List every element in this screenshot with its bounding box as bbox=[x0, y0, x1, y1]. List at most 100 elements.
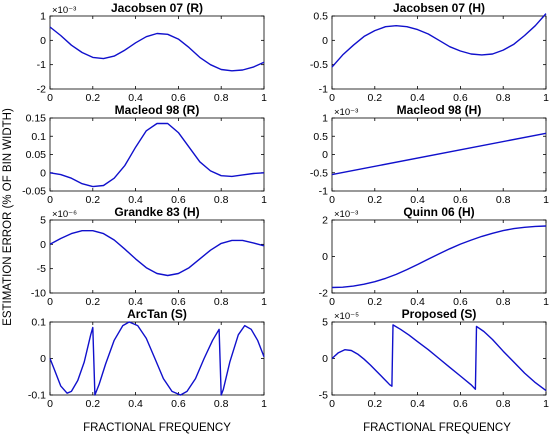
panel-1: Jacobsen 07 (R) ×10⁻³ -2 -1 0 1 0 0.2 0.4 0.6 0.8 1 bbox=[37, 1, 267, 104]
y-tick-label: -1 bbox=[319, 84, 328, 96]
x-tick-label: 0.6 bbox=[171, 398, 186, 410]
x-tick-label: 0.6 bbox=[171, 92, 186, 104]
y-tick-label: 0.5 bbox=[313, 131, 328, 143]
y-tick-label: 0.05 bbox=[26, 149, 47, 161]
panel-title: Macleod 98 (R) bbox=[115, 103, 200, 117]
x-tick-label: 0.4 bbox=[410, 194, 425, 206]
axes-box bbox=[49, 219, 265, 294]
x-tick-label: 0.2 bbox=[367, 92, 382, 104]
axes-box bbox=[331, 15, 547, 90]
series-line bbox=[331, 132, 547, 176]
series-line bbox=[49, 230, 265, 277]
x-tick-label: 0 bbox=[329, 398, 335, 410]
axes-box bbox=[49, 15, 265, 90]
x-tick-label: 1 bbox=[543, 92, 549, 104]
x-tick-label: 0.2 bbox=[85, 296, 100, 308]
y-tick-label: 0.1 bbox=[31, 317, 46, 329]
axis-multiplier: ×10⁻³ bbox=[334, 209, 358, 220]
y-tick-label: -0.5 bbox=[310, 167, 328, 179]
y-tick-label: -0.5 bbox=[310, 59, 328, 71]
x-tick-label: 0.8 bbox=[214, 194, 229, 206]
x-tick-label: 0.6 bbox=[171, 194, 186, 206]
axes-box bbox=[49, 117, 265, 192]
y-tick-label: -10 bbox=[31, 288, 46, 300]
x-tick-label: 0.4 bbox=[128, 194, 143, 206]
y-tick-label: 0 bbox=[322, 35, 328, 47]
x-tick-label: 0 bbox=[47, 296, 53, 308]
series-line bbox=[49, 26, 265, 72]
y-tick-label: 0.5 bbox=[313, 11, 328, 23]
y-tick-label: -5 bbox=[37, 263, 46, 275]
y-tick-label: 0 bbox=[40, 239, 46, 251]
x-tick-label: 1 bbox=[543, 296, 549, 308]
y-tick-label: -0.1 bbox=[28, 390, 46, 402]
panel-7: ArcTan (S)-0.100.10 0.2 0.4 0.6 0.8 1 bbox=[28, 307, 267, 410]
x-tick-label: 1 bbox=[543, 194, 549, 206]
x-tick-label: 0.6 bbox=[453, 296, 468, 308]
x-tick-label: 0.8 bbox=[496, 296, 511, 308]
panel-title: Proposed (S) bbox=[402, 307, 477, 321]
axis-multiplier: ×10⁻³ bbox=[52, 5, 76, 16]
y-tick-label: 2 bbox=[322, 215, 328, 227]
x-tick-label: 0 bbox=[47, 194, 53, 206]
y-tick-label: 5 bbox=[40, 215, 46, 227]
panel-title: ArcTan (S) bbox=[127, 307, 187, 321]
y-tick-label: 0 bbox=[40, 35, 46, 47]
x-tick-label: 0 bbox=[47, 398, 53, 410]
x-tick-label: 0.6 bbox=[453, 92, 468, 104]
x-tick-label: 0.8 bbox=[214, 296, 229, 308]
axis-multiplier: ×10⁻³ bbox=[334, 107, 358, 118]
x-tick-label: 0.4 bbox=[410, 296, 425, 308]
x-tick-label: 0 bbox=[329, 296, 335, 308]
x-tick-label: 0 bbox=[329, 92, 335, 104]
x-tick-label: 1 bbox=[261, 398, 267, 410]
x-tick-label: 0.8 bbox=[214, 398, 229, 410]
y-tick-label: -5 bbox=[319, 390, 328, 402]
series-line bbox=[331, 324, 547, 392]
x-tick-label: 0.2 bbox=[85, 398, 100, 410]
x-tick-label: 0.4 bbox=[410, 92, 425, 104]
panel-title: Quinn 06 (H) bbox=[403, 205, 474, 219]
panel-title: Macleod 98 (H) bbox=[397, 103, 482, 117]
y-tick-label: 0 bbox=[322, 353, 328, 365]
series-line bbox=[49, 122, 265, 188]
series-line bbox=[331, 13, 547, 68]
y-tick-label: 0 bbox=[322, 251, 328, 263]
y-tick-label: 0.1 bbox=[31, 131, 46, 143]
y-tick-label: 5 bbox=[322, 317, 328, 329]
y-tick-label: 0 bbox=[40, 167, 46, 179]
x-tick-label: 0.8 bbox=[496, 92, 511, 104]
panel-5: Grandke 83 (H) ×10⁻⁶ -10 -5 0 5 0 0.2 0.4 0.6 0.8 1 bbox=[31, 205, 267, 308]
x-tick-label: 0.2 bbox=[367, 398, 382, 410]
y-tick-label: -2 bbox=[37, 84, 46, 96]
x-tick-label: 0.2 bbox=[85, 92, 100, 104]
x-tick-label: 0 bbox=[47, 92, 53, 104]
y-axis-label: ESTIMATION ERROR (% OF BIN WIDTH) bbox=[2, 108, 14, 326]
series-line bbox=[331, 225, 547, 289]
panel-2: Jacobsen 07 (H) -1 -0.5 0 0.5 0 0.2 0.4 0.6 0.8 1 bbox=[310, 1, 549, 104]
y-tick-label: -1 bbox=[319, 186, 328, 198]
x-tick-label: 0.6 bbox=[453, 194, 468, 206]
panel-title: Jacobsen 07 (H) bbox=[393, 1, 485, 15]
y-tick-label: 1 bbox=[40, 11, 46, 23]
axes-box bbox=[49, 321, 265, 396]
y-tick-label: 1 bbox=[322, 113, 328, 125]
axis-multiplier: ×10⁻⁶ bbox=[52, 209, 77, 220]
y-tick-label: -0.05 bbox=[22, 186, 46, 198]
x-tick-label: 0.2 bbox=[85, 194, 100, 206]
x-tick-label: 0.2 bbox=[367, 194, 382, 206]
x-tick-label: 1 bbox=[543, 398, 549, 410]
y-tick-label: 0.15 bbox=[26, 113, 47, 125]
x-tick-label: 0.8 bbox=[214, 92, 229, 104]
x-tick-label: 0.8 bbox=[496, 398, 511, 410]
x-tick-label: 0.2 bbox=[367, 296, 382, 308]
y-tick-label: -1 bbox=[37, 59, 46, 71]
x-axis-label-left: FRACTIONAL FREQUENCY bbox=[83, 422, 231, 434]
axes-box bbox=[331, 219, 547, 294]
x-tick-label: 0.6 bbox=[453, 398, 468, 410]
x-axis-label-right: FRACTIONAL FREQUENCY bbox=[363, 422, 511, 434]
